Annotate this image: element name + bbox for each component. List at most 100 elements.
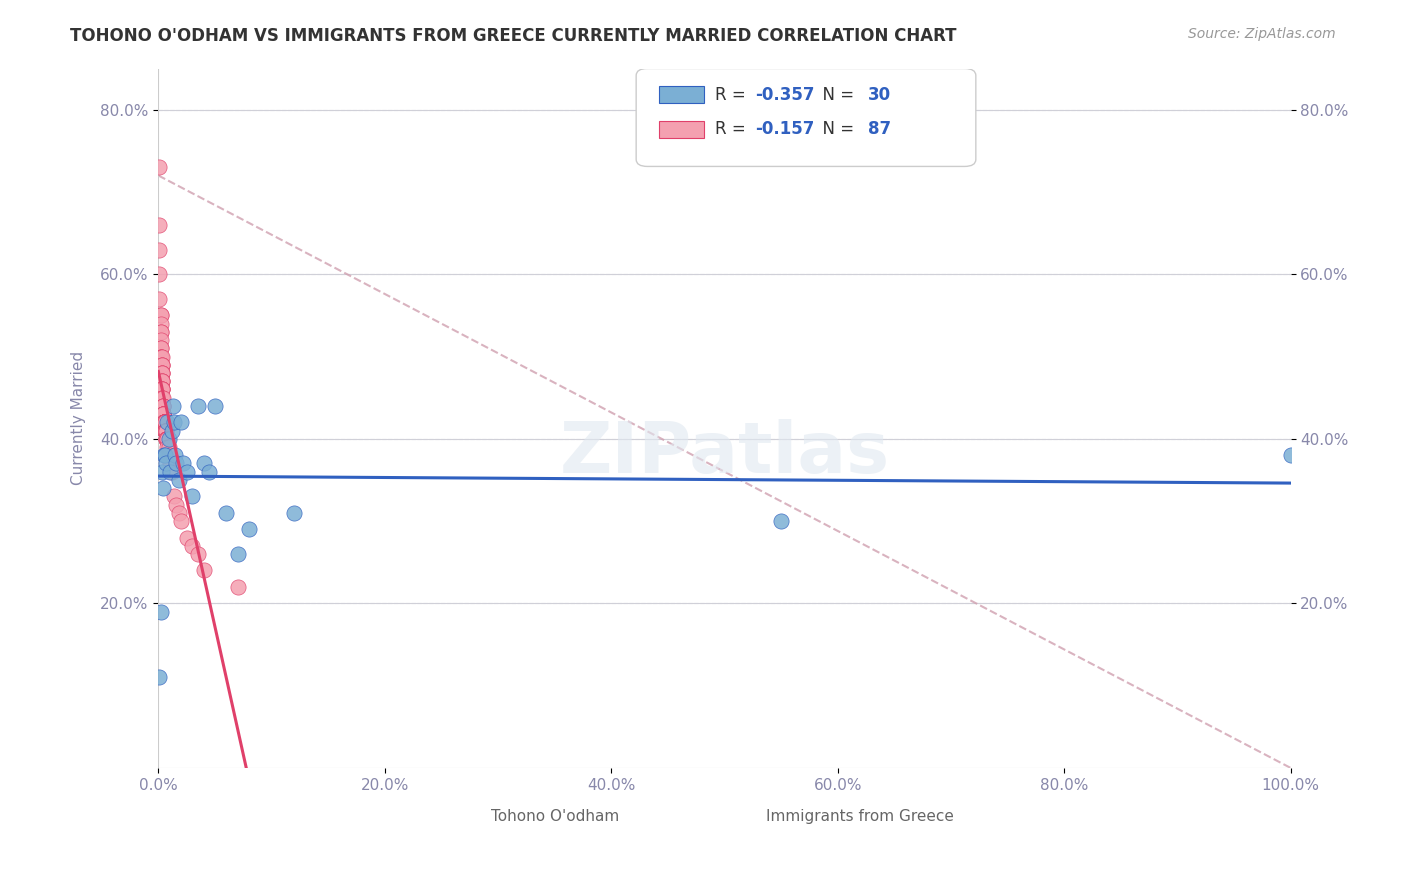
Point (226, 547, 249, 561)
Point (163, 489, 186, 503)
Point (153, 448, 176, 462)
Point (176, 465, 198, 479)
Point (283, 506, 305, 520)
Point (152, 407, 174, 421)
Text: Source: ZipAtlas.com: Source: ZipAtlas.com (1188, 27, 1336, 41)
Point (157, 448, 180, 462)
Point (152, 399, 174, 413)
FancyBboxPatch shape (659, 86, 704, 103)
Point (148, 670, 170, 684)
Point (159, 465, 181, 479)
Point (152, 399, 174, 413)
Point (157, 440, 180, 454)
Point (149, 333, 172, 347)
Point (150, 358, 173, 372)
Point (193, 457, 215, 471)
Text: R =: R = (716, 120, 751, 137)
Point (153, 415, 176, 429)
Point (152, 407, 174, 421)
Point (153, 415, 176, 429)
Point (152, 481, 174, 495)
Point (153, 415, 176, 429)
Text: 30: 30 (869, 87, 891, 104)
Point (150, 465, 173, 479)
Text: Tohono O'odham: Tohono O'odham (491, 809, 619, 824)
Point (170, 514, 193, 528)
Point (150, 374, 173, 388)
Point (149, 350, 172, 364)
Point (150, 374, 173, 388)
Point (181, 539, 204, 553)
Text: N =: N = (811, 120, 859, 137)
Point (198, 465, 221, 479)
Point (204, 399, 226, 413)
Point (149, 341, 172, 355)
Point (160, 465, 183, 479)
Point (152, 407, 174, 421)
Point (155, 424, 177, 438)
Point (167, 506, 190, 520)
Point (157, 432, 180, 446)
Point (149, 325, 172, 339)
Point (153, 415, 176, 429)
Point (156, 415, 179, 429)
Point (153, 424, 176, 438)
Point (159, 457, 181, 471)
Point (156, 432, 179, 446)
Point (160, 424, 183, 438)
Point (162, 399, 184, 413)
FancyBboxPatch shape (659, 121, 704, 138)
Point (150, 366, 173, 380)
Point (150, 391, 173, 405)
Point (155, 457, 177, 471)
Point (153, 424, 176, 438)
Point (152, 391, 174, 405)
Point (148, 267, 170, 281)
Text: 87: 87 (869, 120, 891, 137)
Point (226, 580, 249, 594)
Point (155, 432, 177, 446)
Point (153, 424, 176, 438)
Point (153, 415, 176, 429)
Text: TOHONO O'ODHAM VS IMMIGRANTS FROM GREECE CURRENTLY MARRIED CORRELATION CHART: TOHONO O'ODHAM VS IMMIGRANTS FROM GREECE… (70, 27, 957, 45)
Text: -0.357: -0.357 (755, 87, 814, 104)
Point (150, 366, 173, 380)
Point (187, 547, 209, 561)
Point (150, 383, 173, 397)
Point (153, 415, 176, 429)
FancyBboxPatch shape (763, 806, 821, 828)
Point (149, 325, 172, 339)
Point (148, 292, 170, 306)
Point (150, 391, 173, 405)
Point (156, 440, 179, 454)
Text: R =: R = (716, 87, 751, 104)
Text: -0.157: -0.157 (755, 120, 814, 137)
Point (152, 407, 174, 421)
Point (153, 415, 176, 429)
Point (150, 383, 173, 397)
Point (150, 350, 173, 364)
Point (770, 514, 793, 528)
Point (193, 563, 215, 577)
Point (148, 243, 170, 257)
Point (163, 415, 186, 429)
Point (152, 407, 174, 421)
Point (238, 522, 260, 536)
Point (176, 531, 198, 545)
Point (166, 498, 188, 512)
Point (167, 473, 190, 487)
Point (170, 415, 193, 429)
Y-axis label: Currently Married: Currently Married (72, 351, 86, 485)
Point (187, 399, 209, 413)
Text: Immigrants from Greece: Immigrants from Greece (766, 809, 955, 824)
Point (153, 415, 176, 429)
Point (215, 506, 238, 520)
Point (149, 605, 172, 619)
Text: ZIPatlas: ZIPatlas (560, 418, 890, 488)
Point (149, 350, 172, 364)
Point (153, 415, 176, 429)
Point (166, 457, 188, 471)
Point (153, 415, 176, 429)
Point (150, 374, 173, 388)
Point (150, 358, 173, 372)
